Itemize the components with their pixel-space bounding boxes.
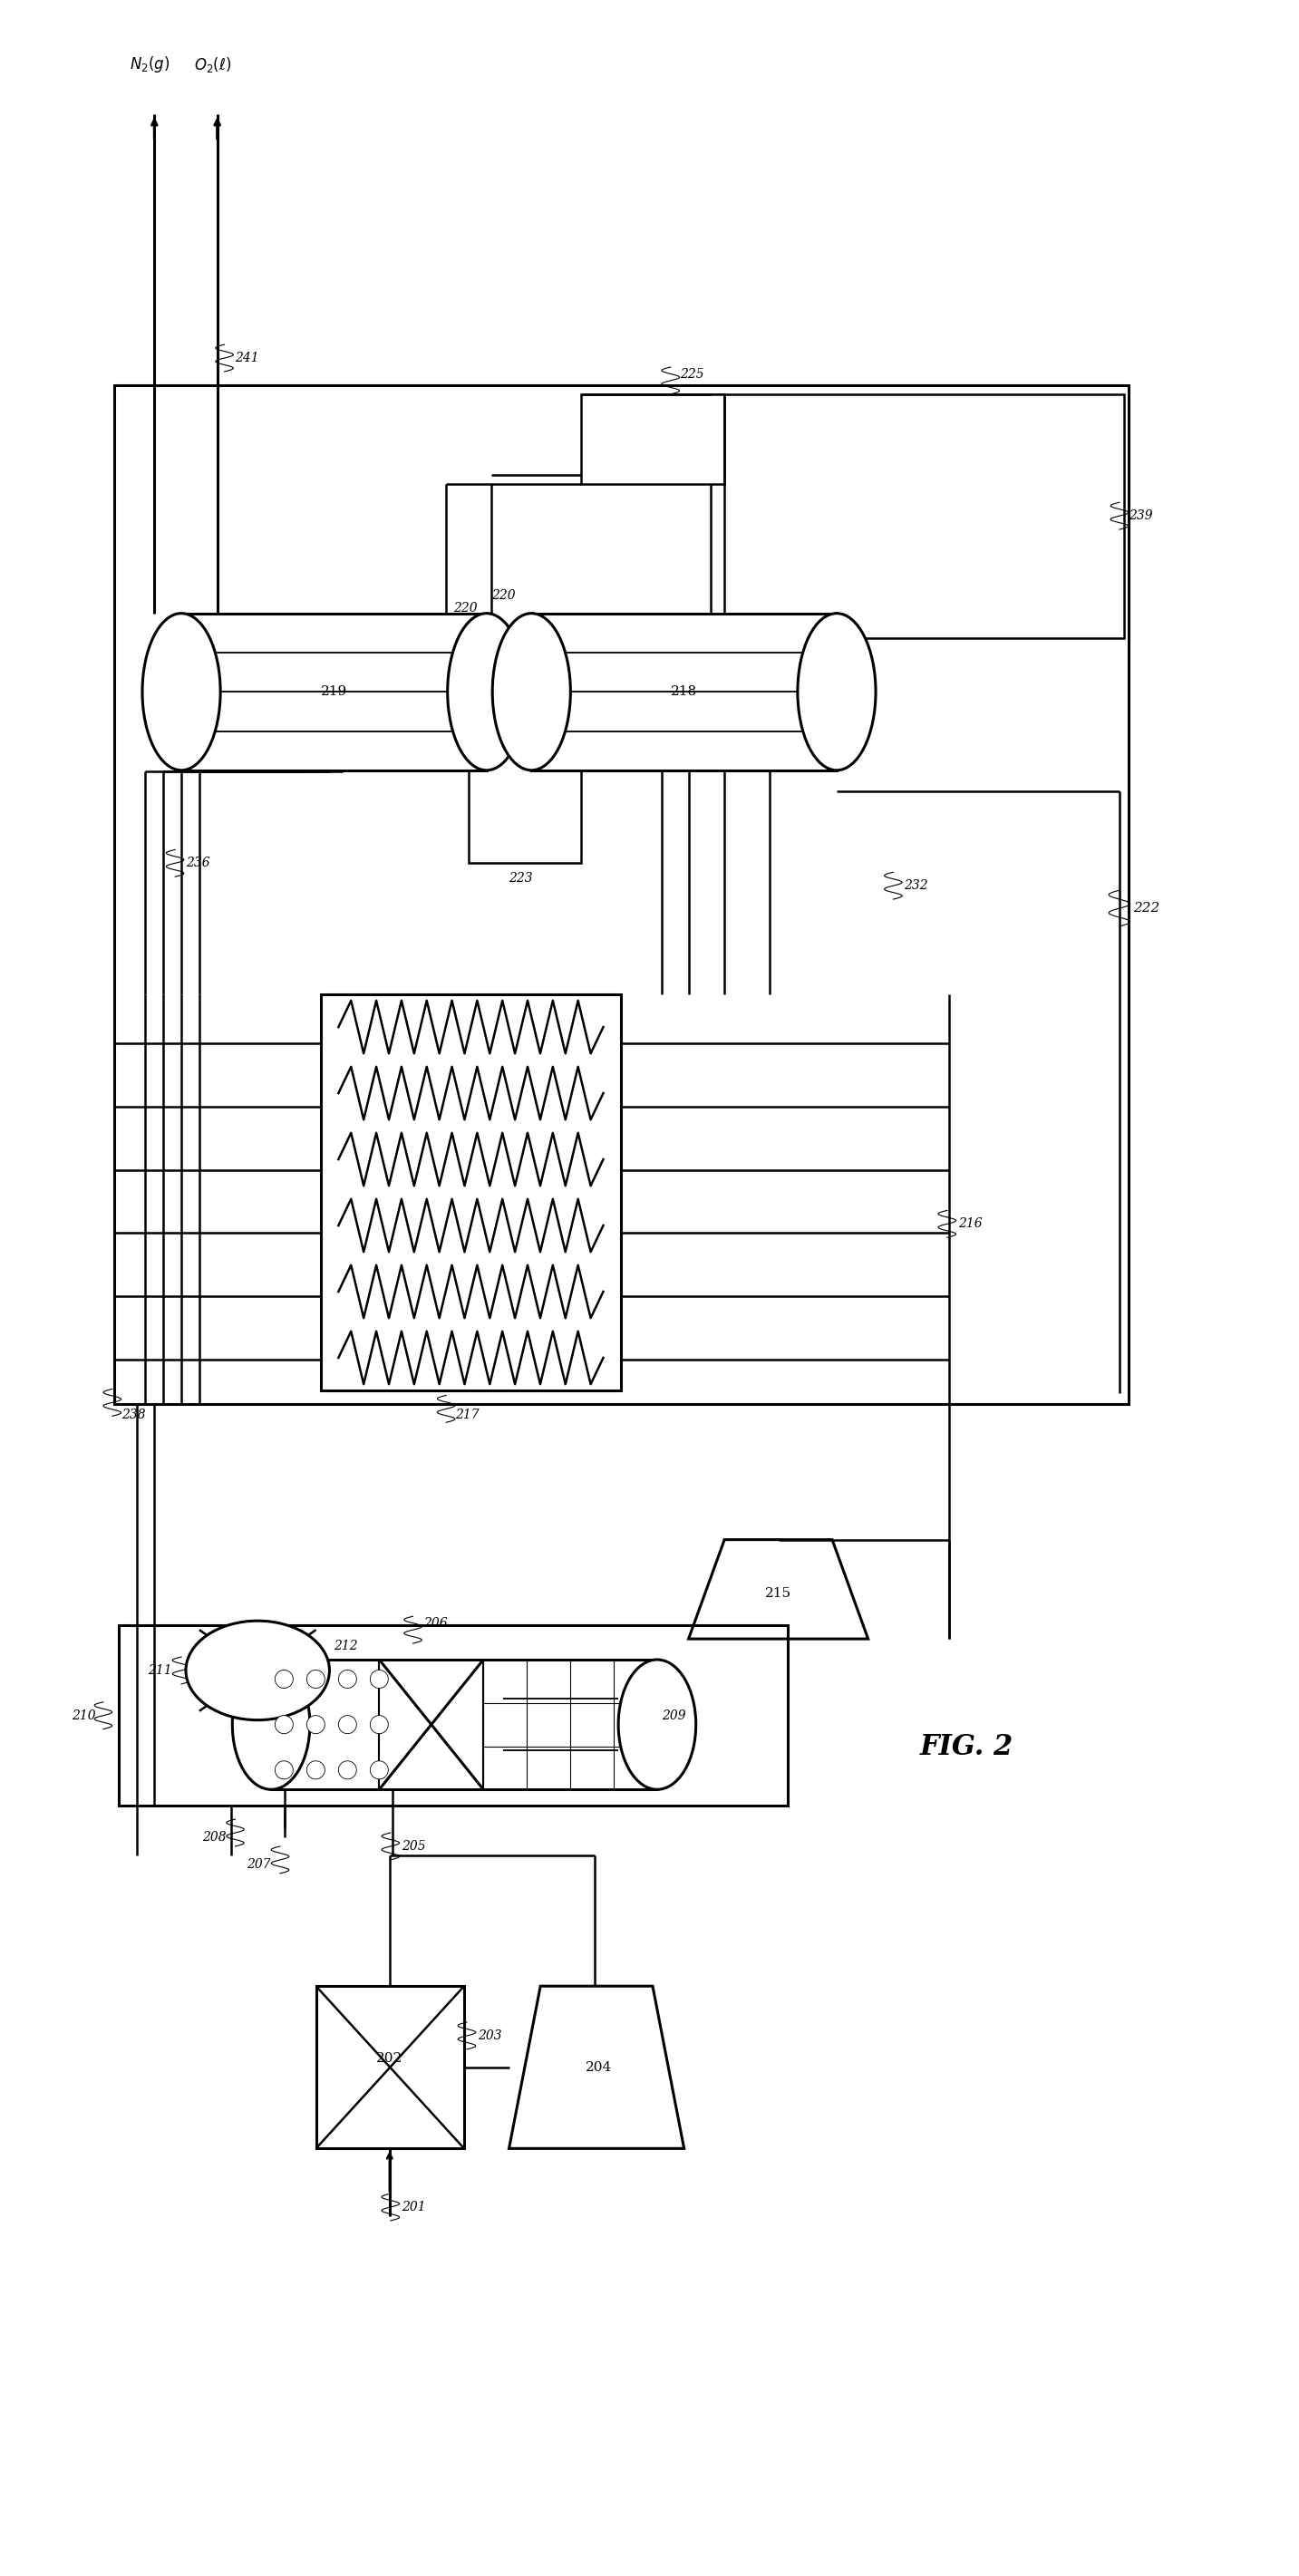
Text: $O_2(\ell)$: $O_2(\ell)$ [194,54,231,75]
Ellipse shape [448,613,526,770]
Text: 210: 210 [71,1710,96,1721]
Ellipse shape [143,613,221,770]
Text: 211: 211 [148,1664,173,1677]
Bar [711,394,1124,639]
Text: 205: 205 [401,1839,425,1852]
Text: 218: 218 [670,685,698,698]
Circle shape [339,1762,356,1780]
Ellipse shape [233,1659,310,1790]
Text: 232: 232 [904,878,927,891]
Text: 212: 212 [334,1641,359,1651]
Text: 204: 204 [586,2061,612,2074]
Text: 236: 236 [186,858,210,871]
Bar [321,994,621,1391]
Circle shape [307,1762,325,1780]
Text: 219: 219 [321,685,347,698]
Text: 220: 220 [491,590,516,603]
Circle shape [339,1716,356,1734]
Circle shape [370,1716,388,1734]
Bar [114,386,1129,1404]
Circle shape [307,1716,325,1734]
Circle shape [339,1669,356,1687]
Circle shape [275,1669,294,1687]
Text: 222: 222 [1133,902,1160,914]
Text: FIG. 2: FIG. 2 [920,1734,1013,1762]
Circle shape [307,1669,325,1687]
Bar [469,729,581,863]
Text: 201: 201 [401,2200,425,2213]
Text: 223: 223 [509,873,533,886]
Text: 206: 206 [423,1618,448,1631]
Text: 209: 209 [661,1710,686,1721]
Text: 208: 208 [203,1832,226,1844]
Circle shape [370,1669,388,1687]
Ellipse shape [618,1659,696,1790]
Bar [316,1986,464,2148]
Bar [271,1659,657,1790]
Ellipse shape [492,613,570,770]
Bar [581,394,725,484]
Text: $N_2(g)$: $N_2(g)$ [130,54,170,75]
Text: 202: 202 [377,2053,403,2063]
Bar [182,613,487,770]
Circle shape [275,1716,294,1734]
Text: 207: 207 [247,1857,271,1870]
Circle shape [275,1762,294,1780]
Text: 225: 225 [679,368,704,381]
Bar [531,613,837,770]
Text: 241: 241 [235,353,260,363]
Ellipse shape [798,613,876,770]
Ellipse shape [186,1620,330,1721]
Text: 220: 220 [453,603,478,613]
Text: 238: 238 [121,1409,145,1422]
Text: 216: 216 [957,1218,982,1231]
Text: 203: 203 [478,2030,501,2043]
Text: 217: 217 [455,1409,479,1422]
Text: 239: 239 [1129,510,1152,523]
Text: 215: 215 [765,1587,791,1600]
Circle shape [370,1762,388,1780]
Bar [118,1625,787,1806]
